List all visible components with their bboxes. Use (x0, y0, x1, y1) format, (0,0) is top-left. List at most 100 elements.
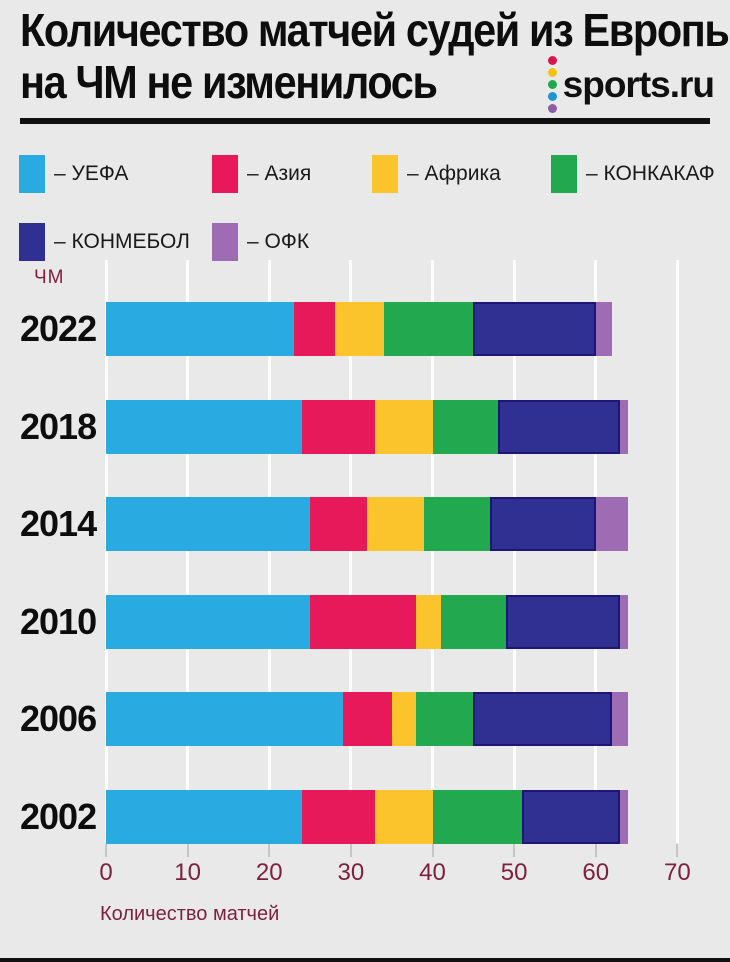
axis-tick (186, 844, 189, 857)
gridline (431, 260, 435, 843)
bar-segment (620, 594, 629, 649)
bar-segment (106, 789, 302, 844)
chart: ЧМ 0 10 20 30 40 50 60 70 2022 2018 2014 2010 2006 20… (0, 255, 730, 962)
legend-swatch (551, 155, 577, 193)
bar-segment (432, 399, 498, 454)
legend-label: – Азия (247, 162, 312, 185)
gridline (512, 260, 516, 843)
category-label: 2006 (20, 698, 97, 739)
category-label: 2014 (20, 503, 97, 544)
stacked-bar (106, 789, 629, 844)
logo-dots-icon (547, 56, 557, 113)
legend-label: – Африка (407, 162, 501, 185)
category-row: 2014 (0, 497, 730, 551)
bar-segment (424, 497, 490, 551)
legend-label: – КОНКАКАФ (586, 162, 715, 185)
bar-segment (432, 789, 523, 844)
gridline (675, 260, 679, 843)
bar-segment (391, 692, 417, 746)
axis-tick (594, 844, 597, 857)
axis-tick-label: 70 (664, 859, 691, 886)
sports-ru-logo: sports.ru (547, 56, 715, 113)
axis-tick (105, 844, 107, 857)
bar-segment (293, 302, 335, 356)
axis-tick (431, 844, 434, 857)
bar-segment (301, 789, 376, 844)
axis-tick-label: 0 (99, 859, 113, 886)
category-row: 2018 (0, 399, 730, 454)
logo-dot-icon (547, 104, 557, 113)
legend-swatch (212, 223, 238, 261)
bar-segment (106, 692, 343, 746)
bar-segment (383, 302, 474, 356)
category-label: 2022 (20, 308, 97, 349)
axis-tick-label: 60 (582, 859, 610, 886)
title-line-1: Количество матчей судей из Европы (20, 4, 730, 56)
bar-segment (375, 789, 433, 844)
bar-segment (106, 302, 294, 356)
gridline (104, 260, 108, 843)
category-row: 2022 (0, 302, 730, 356)
category-label: 2010 (20, 600, 97, 642)
title-line-2: на ЧМ не изменилось (20, 56, 438, 108)
logo-dot-icon (547, 80, 557, 89)
bar-segment (489, 497, 596, 551)
stacked-bar (106, 399, 629, 454)
category-row: 2010 (0, 594, 730, 649)
bar-segment (505, 594, 621, 649)
legend-item: – КОНМЕБОЛ (19, 223, 212, 261)
bar-segment (106, 497, 311, 551)
bar-segment (473, 302, 596, 356)
bar-segment (497, 399, 621, 454)
x-axis-label: Количество матчей (100, 903, 280, 925)
bar-segment (620, 789, 629, 844)
legend-item: – ОФК (212, 223, 372, 261)
axis-tick (676, 844, 679, 857)
bar-segment (334, 302, 384, 356)
legend-label: – УЕФА (54, 162, 129, 185)
bar-segment (473, 692, 613, 746)
logo-dot-icon (547, 92, 557, 101)
legend: – УЕФА – Азия – Африка – КОНКАКАФ – КОНМЕБОЛ… (19, 155, 715, 261)
stacked-bar (106, 302, 613, 356)
header-divider (20, 118, 710, 124)
bar-segment (620, 399, 629, 454)
bar-segment (342, 692, 392, 746)
category-label: 2018 (20, 405, 97, 447)
bar-segment (375, 399, 433, 454)
legend-label: – ОФК (247, 230, 310, 253)
legend-swatch (19, 155, 45, 193)
legend-label: – КОНМЕБОЛ (54, 230, 190, 253)
category-label: 2002 (20, 795, 97, 837)
logo-text: sports.ru (562, 64, 715, 105)
bar-segment (416, 594, 441, 649)
bar-segment (522, 789, 621, 844)
legend-swatch (19, 223, 45, 261)
legend-item: – Азия (212, 155, 372, 193)
axis-tick-label: 40 (419, 859, 446, 886)
bar-segment (367, 497, 425, 551)
bar-segment (310, 594, 417, 649)
bar-segment (106, 399, 302, 454)
logo-dot-icon (547, 68, 557, 77)
axis-tick (349, 844, 352, 857)
stacked-bar (106, 594, 629, 649)
axis-tick-label: 20 (255, 859, 283, 886)
axis-tick-label: 30 (337, 859, 365, 886)
page-title: Количество матчей судей из Европы на ЧМ … (20, 4, 730, 108)
logo-dot-icon (547, 56, 557, 65)
legend-swatch (212, 155, 238, 193)
category-row: 2002 (0, 789, 730, 844)
gridline (349, 260, 353, 843)
legend-item: – КОНКАКАФ (551, 155, 715, 193)
gridline (594, 260, 598, 843)
bar-segment (301, 399, 376, 454)
stacked-bar (106, 692, 629, 746)
gridline (267, 260, 271, 843)
gridline (186, 260, 190, 843)
category-row: 2006 (0, 692, 730, 746)
bar-segment (310, 497, 368, 551)
legend-swatch (372, 155, 398, 193)
axis-tick-label: 50 (500, 859, 528, 886)
footer-divider (0, 958, 730, 962)
